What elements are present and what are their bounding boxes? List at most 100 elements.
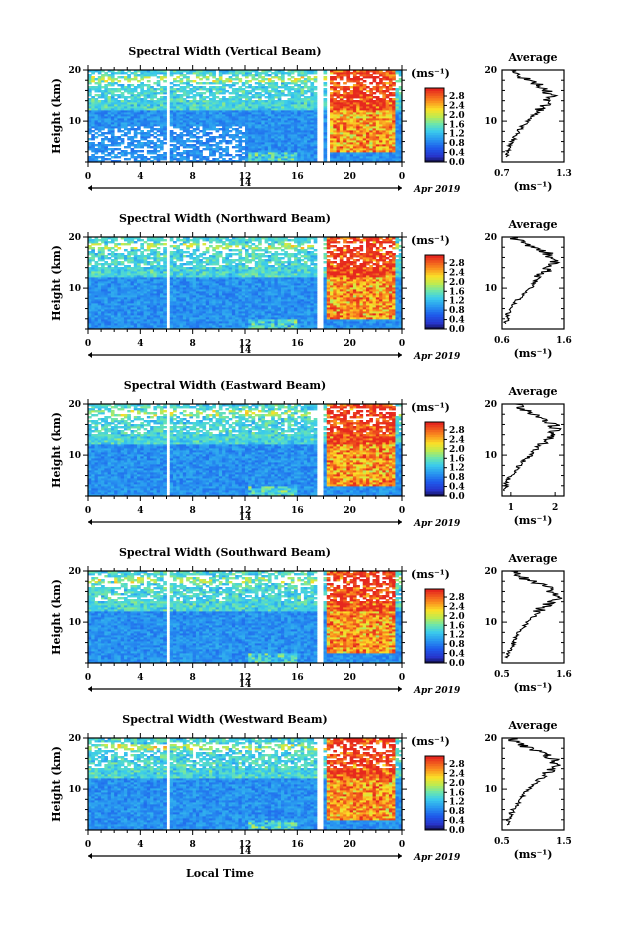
- chart-title: Spectral Width (Northward Beam): [119, 212, 331, 225]
- colorbar: (ms⁻¹) 2.82.42.01.61.20.80.40.0: [411, 735, 465, 836]
- average-x-label: (ms⁻¹): [514, 347, 553, 360]
- day-range-arrow-left: [88, 185, 92, 191]
- colorbar: (ms⁻¹) 2.82.42.01.61.20.80.40.0: [411, 568, 465, 669]
- x-tick-label: 0: [399, 339, 405, 349]
- average-x-tick-label: 1.6: [556, 336, 572, 346]
- average-x-tick-label: 1.3: [556, 169, 572, 179]
- colorbar-tick-label: 1.2: [449, 631, 465, 641]
- colorbar-tick-label: 2.4: [449, 268, 465, 278]
- x-tick-label: 20: [343, 506, 356, 516]
- panel-0: Spectral Width (Vertical Beam) 10 20 Height…: [50, 45, 572, 195]
- y-tick-label: 20: [68, 734, 81, 744]
- average-x-tick-label: 1.6: [556, 670, 572, 680]
- day-label: 14: [239, 847, 252, 857]
- x-tick-label: 12: [239, 840, 252, 850]
- colorbar-tick-label: 2.0: [449, 445, 465, 455]
- colorbar-tick-label: 2.4: [449, 435, 465, 445]
- day-label: 14: [239, 346, 252, 356]
- day-range-arrow-right: [398, 519, 402, 525]
- y-tick-label: 10: [68, 785, 81, 795]
- colorbar-tick-label: 0.0: [449, 826, 465, 836]
- average-profile-line: [504, 69, 559, 158]
- y-axis: 10 20: [68, 66, 407, 163]
- colorbar-tick-label: 1.2: [449, 798, 465, 808]
- x-tick-label: 12: [239, 673, 252, 683]
- x-axis: 0 4 8 12 16 20 0 14 Apr 2019: [85, 733, 461, 863]
- average-profile: Average 10 20 0.5 1.5(ms⁻¹): [484, 719, 571, 861]
- colorbar-tick-label: 2.8: [449, 92, 465, 102]
- colorbar-tick-label: 0.8: [449, 640, 465, 650]
- date-label: Apr 2019: [413, 519, 461, 529]
- average-frame: [501, 403, 565, 497]
- day-range-arrow-right: [398, 185, 402, 191]
- y-axis: 10 20: [68, 233, 407, 330]
- x-tick-label: 16: [291, 506, 304, 516]
- colorbar-unit: (ms⁻¹): [411, 568, 450, 581]
- chart-title: Spectral Width (Eastward Beam): [124, 379, 326, 392]
- x-tick-label: 8: [190, 339, 196, 349]
- x-tick-label: 20: [343, 172, 356, 182]
- x-tick-label: 0: [85, 172, 91, 182]
- colorbar-tick-label: 1.6: [449, 788, 465, 798]
- x-axis: 0 4 8 12 16 20 0 14 Apr 2019: [85, 399, 461, 529]
- colorbar-tick-label: 0.8: [449, 306, 465, 316]
- x-axis-label: Local Time: [186, 867, 254, 880]
- x-tick-label: 16: [291, 673, 304, 683]
- colorbar-tick-label: 2.0: [449, 111, 465, 121]
- average-x-label: (ms⁻¹): [514, 848, 553, 861]
- colorbar-tick-label: 0.0: [449, 659, 465, 669]
- y-tick-label: 10: [68, 618, 81, 628]
- x-axis: 0 4 8 12 16 20 0 14 Apr 2019: [85, 232, 461, 362]
- x-tick-label: 4: [137, 339, 143, 349]
- y-axis: 10 20: [68, 567, 407, 664]
- average-frame: [501, 69, 565, 163]
- average-y-tick-label: 20: [484, 734, 497, 744]
- x-tick-label: 12: [239, 172, 252, 182]
- x-tick-label: 16: [291, 840, 304, 850]
- day-range-arrow-right: [398, 352, 402, 358]
- colorbar-tick-label: 0.8: [449, 139, 465, 149]
- average-x-tick-label: 2: [552, 503, 558, 513]
- colorbar-tick-label: 0.4: [449, 316, 465, 326]
- x-axis: 0 4 8 12 16 20 0 14 Apr 2019: [85, 566, 461, 696]
- average-x-label: (ms⁻¹): [514, 681, 553, 694]
- y-tick-label: 20: [68, 66, 81, 76]
- heatmap-cells: [88, 738, 403, 831]
- x-tick-label: 16: [291, 172, 304, 182]
- x-tick-label: 8: [190, 673, 196, 683]
- colorbar-tick-label: 2.4: [449, 101, 465, 111]
- x-tick-label: 20: [343, 673, 356, 683]
- colorbar-tick-label: 0.8: [449, 473, 465, 483]
- average-y-tick-label: 20: [484, 567, 497, 577]
- colorbar-tick-label: 2.4: [449, 769, 465, 779]
- x-tick-label: 0: [399, 172, 405, 182]
- day-range-arrow-left: [88, 352, 92, 358]
- day-range-arrow-left: [88, 519, 92, 525]
- colorbar-tick-label: 1.6: [449, 287, 465, 297]
- average-y-tick-label: 10: [484, 284, 497, 294]
- y-axis-label: Height (km): [50, 245, 63, 321]
- colorbar-tick-label: 1.6: [449, 621, 465, 631]
- colorbar-tick-label: 2.0: [449, 779, 465, 789]
- average-y-tick-label: 10: [484, 785, 497, 795]
- x-tick-label: 0: [85, 506, 91, 516]
- heatmap-cells: [88, 404, 403, 497]
- colorbar: (ms⁻¹) 2.82.42.01.61.20.80.40.0: [411, 234, 465, 335]
- y-tick-label: 10: [68, 451, 81, 461]
- heatmap-cells: [88, 571, 403, 664]
- x-tick-label: 8: [190, 172, 196, 182]
- colorbar-unit: (ms⁻¹): [411, 401, 450, 414]
- panel-1: Spectral Width (Northward Beam) 10 20 Heigh…: [50, 212, 572, 362]
- x-tick-label: 0: [399, 673, 405, 683]
- average-profile: Average 10 20 1 2(ms⁻¹): [484, 385, 565, 527]
- date-label: Apr 2019: [413, 185, 461, 195]
- colorbar-tick-label: 2.8: [449, 426, 465, 436]
- x-axis: 0 4 8 12 16 20 0 14 Apr 2019: [85, 65, 461, 195]
- y-axis-label: Height (km): [50, 746, 63, 822]
- colorbar-unit: (ms⁻¹): [411, 735, 450, 748]
- chart-title: Spectral Width (Vertical Beam): [128, 45, 321, 58]
- colorbar-tick-label: 2.0: [449, 612, 465, 622]
- colorbar-tick-label: 2.8: [449, 259, 465, 269]
- average-y-tick-label: 10: [484, 451, 497, 461]
